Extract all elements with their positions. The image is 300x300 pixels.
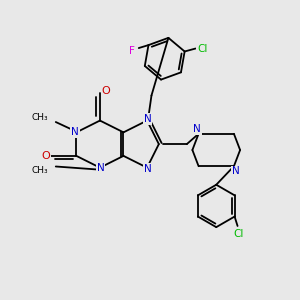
Text: N: N: [71, 127, 79, 137]
Text: Cl: Cl: [197, 44, 208, 53]
Text: CH₃: CH₃: [32, 166, 48, 175]
Text: N: N: [232, 167, 239, 176]
Text: O: O: [101, 86, 110, 96]
Text: F: F: [129, 46, 135, 56]
Text: Cl: Cl: [234, 229, 244, 239]
Text: N: N: [97, 163, 104, 173]
Text: N: N: [193, 124, 201, 134]
Text: CH₃: CH₃: [32, 113, 48, 122]
Text: N: N: [144, 164, 152, 174]
Text: N: N: [144, 114, 152, 124]
Text: O: O: [42, 151, 50, 161]
